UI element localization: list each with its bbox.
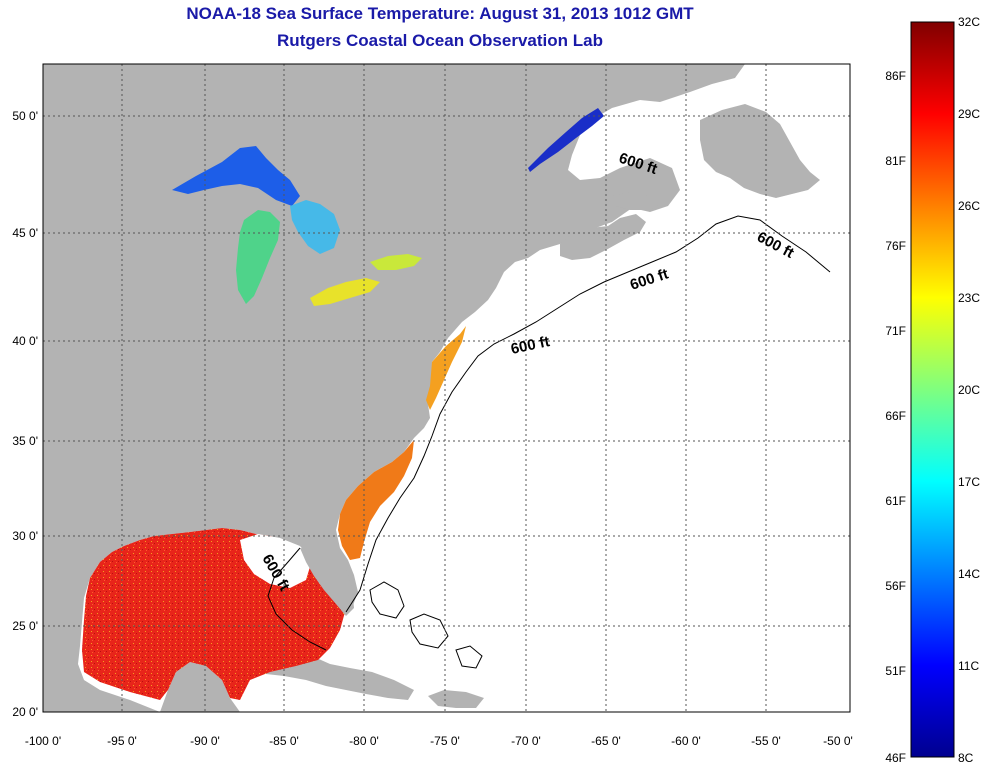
latitude-axis: 50 0' 45 0' 40 0' 35 0' 30 0' 25 0' 20 0… [12, 109, 38, 719]
lat-tick-label: 45 0' [12, 226, 38, 240]
colorbar-fahrenheit-label: 71F [885, 324, 906, 338]
colorbar-fahrenheit-label: 76F [885, 239, 906, 253]
lon-tick-label: -85 0' [269, 734, 299, 748]
pei-land [612, 192, 660, 210]
colorbar-celsius-label: 14C [958, 567, 980, 581]
lat-tick-label: 50 0' [12, 109, 38, 123]
colorbar: 32C 29C 26C 23C 20C 17C 14C 11C 8C 86F 8… [885, 15, 980, 765]
lake-ontario-sst [370, 254, 422, 270]
yucatan-land [160, 662, 240, 712]
map-area [43, 64, 850, 712]
map-title: NOAA-18 Sea Surface Temperature: August … [186, 4, 694, 23]
lake-erie-sst [310, 278, 380, 306]
colorbar-celsius-label: 8C [958, 751, 974, 765]
gulf-isobath-contour [267, 547, 327, 651]
lat-tick-label: 30 0' [12, 529, 38, 543]
longitude-axis: -100 0' -95 0' -90 0' -85 0' -80 0' -75 … [25, 734, 853, 748]
lon-tick-label: -90 0' [190, 734, 220, 748]
colorbar-celsius-label: 26C [958, 199, 980, 213]
colorbar-fahrenheit-label: 86F [885, 69, 906, 83]
colorbar-fahrenheit-label: 66F [885, 409, 906, 423]
lon-tick-label: -95 0' [107, 734, 137, 748]
colorbar-gradient [910, 21, 955, 758]
lon-tick-label: -65 0' [591, 734, 621, 748]
isobath-600ft-contour [345, 215, 831, 613]
lon-tick-label: -55 0' [751, 734, 781, 748]
lon-tick-label: -75 0' [430, 734, 460, 748]
colorbar-celsius-label: 23C [958, 291, 980, 305]
newfoundland-land [700, 104, 820, 198]
lake-huron-sst [290, 200, 340, 254]
lat-tick-label: 25 0' [12, 619, 38, 633]
bahamas-outline [369, 581, 483, 669]
gulf-no-data-patch [240, 534, 312, 588]
colorbar-celsius-label: 17C [958, 475, 980, 489]
mid-atlantic-sst [426, 326, 466, 410]
north-america-land [43, 64, 745, 712]
lon-tick-label: -70 0' [511, 734, 541, 748]
lat-tick-label: 20 0' [12, 705, 38, 719]
colorbar-fahrenheit-label: 61F [885, 494, 906, 508]
map-frame [42, 63, 851, 713]
lake-superior-sst [172, 146, 300, 206]
lon-tick-label: -100 0' [25, 734, 61, 748]
lon-tick-label: -50 0' [823, 734, 853, 748]
nova-scotia-land [560, 214, 646, 260]
colorbar-fahrenheit-label: 51F [885, 664, 906, 678]
st-lawrence-sst [528, 108, 604, 172]
atlantic-coast-sst [338, 440, 414, 560]
colorbar-fahrenheit-label: 56F [885, 579, 906, 593]
colorbar-celsius-label: 20C [958, 383, 980, 397]
lon-tick-label: -80 0' [349, 734, 379, 748]
hispaniola-land [428, 690, 484, 708]
florida-land [300, 548, 354, 616]
colorbar-celsius-label: 29C [958, 107, 980, 121]
colorbar-celsius-label: 11C [958, 659, 979, 673]
lon-tick-label: -60 0' [671, 734, 701, 748]
colorbar-fahrenheit-label: 81F [885, 154, 906, 168]
colorbar-celsius-label: 32C [958, 15, 980, 29]
colorbar-fahrenheit-label: 46F [885, 751, 906, 765]
lat-tick-label: 40 0' [12, 334, 38, 348]
graticule [43, 64, 850, 712]
map-subtitle: Rutgers Coastal Ocean Observation Lab [277, 31, 603, 50]
lat-tick-label: 35 0' [12, 434, 38, 448]
